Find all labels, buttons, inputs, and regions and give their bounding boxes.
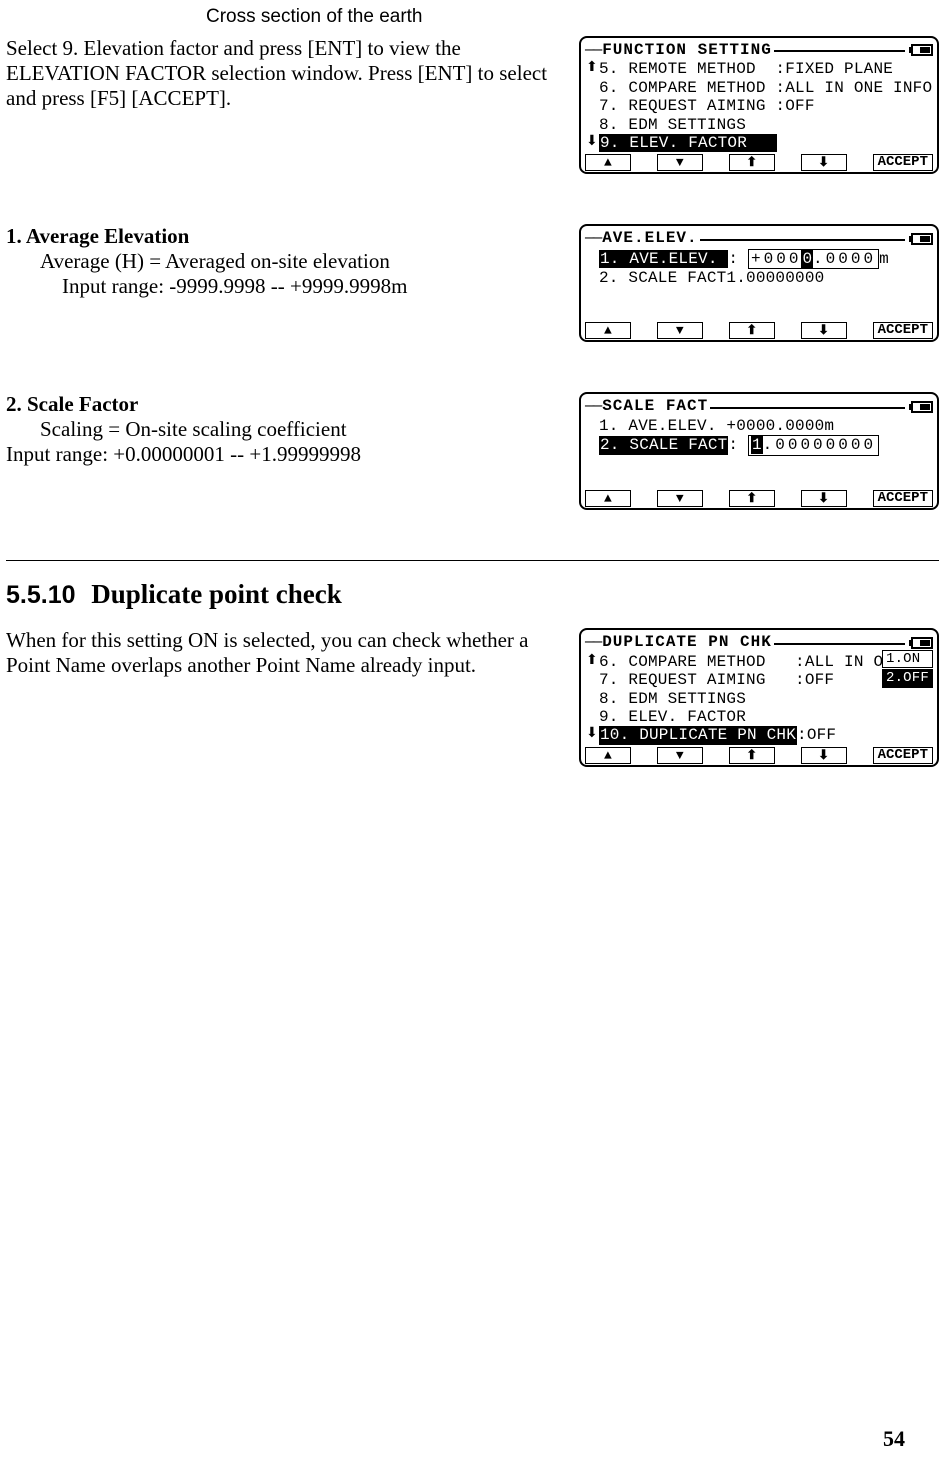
menu-item[interactable]: 6. COMPARE METHOD :ALL IN ONE INFO [585, 79, 933, 97]
accept-button[interactable]: ACCEPT [873, 490, 933, 507]
menu-item[interactable]: 9. ELEV. FACTOR [585, 708, 933, 726]
block-dup-check: When for this setting ON is selected, yo… [6, 628, 939, 766]
lcd2-body: 1. AVE.ELEV. : +0000.0000m2. SCALE FACT1… [585, 249, 933, 307]
accept-button[interactable]: ACCEPT [873, 322, 933, 339]
nav-button[interactable]: ⬇ [801, 747, 847, 764]
block2-line1: Average (H) = Averaged on-site elevation [6, 249, 571, 274]
battery-icon [911, 401, 933, 413]
lcd3-body: 1. AVE.ELEV. +0000.0000m2. SCALE FACT: 1… [585, 417, 933, 475]
battery-icon [911, 44, 933, 56]
block2-line2: Input range: -9999.9998 -- +9999.9998m [6, 274, 571, 299]
block3-heading: 2. Scale Factor [6, 392, 571, 417]
lcd1-buttons: ▲ ▼ ⬆ ⬇ ACCEPT [585, 154, 933, 171]
nav-button[interactable]: ▲ [585, 322, 631, 339]
nav-button[interactable]: ▲ [585, 154, 631, 171]
nav-button[interactable]: ▼ [657, 322, 703, 339]
block-elev-factor: Select 9. Elevation factor and press [EN… [6, 36, 939, 174]
nav-button[interactable]: ▼ [657, 747, 703, 764]
lcd-title: FUNCTION SETTING [602, 41, 772, 59]
nav-button[interactable]: ⬆ [729, 747, 775, 764]
menu-item[interactable]: 1. AVE.ELEV. +0000.0000m [585, 417, 933, 435]
block-scale-factor: 2. Scale Factor Scaling = On-site scalin… [6, 392, 939, 510]
menu-item[interactable]: 6. COMPARE METHOD :ALL IN O [585, 653, 933, 671]
lcd2-buttons: ▲ ▼ ⬆ ⬇ ACCEPT [585, 322, 933, 339]
accept-button[interactable]: ACCEPT [873, 154, 933, 171]
lcd-scale-fact: —— SCALE FACT 1. AVE.ELEV. +0000.0000m2.… [579, 392, 939, 510]
menu-item[interactable]: 5. REMOTE METHOD :FIXED PLANE [585, 60, 933, 78]
section-title: Duplicate point check [91, 579, 342, 609]
page-number: 54 [883, 1426, 905, 1452]
block4-text: When for this setting ON is selected, yo… [6, 628, 579, 678]
nav-button[interactable]: ▼ [657, 154, 703, 171]
block-avg-elev: 1. Average Elevation Average (H) = Avera… [6, 224, 939, 342]
menu-item[interactable]: 8. EDM SETTINGS [585, 690, 933, 708]
block3-line1: Scaling = On-site scaling coefficient [6, 417, 571, 442]
menu-item[interactable]: 7. REQUEST AIMING :OFF [585, 97, 933, 115]
section-number: 5.5.10 [6, 581, 76, 609]
block1-text: Select 9. Elevation factor and press [EN… [6, 36, 579, 111]
lcd-function-setting: —— FUNCTION SETTING ⬆5. REMOTE METHOD :F… [579, 36, 939, 174]
lcd4-body: ⬆6. COMPARE METHOD :ALL IN O7. REQUEST A… [585, 653, 933, 745]
lcd4-buttons: ▲ ▼ ⬆ ⬇ ACCEPT [585, 747, 933, 764]
battery-icon [911, 233, 933, 245]
nav-button[interactable]: ⬆ [729, 490, 775, 507]
menu-item[interactable]: 10. DUPLICATE PN CHK:OFF [585, 726, 933, 744]
menu-item[interactable]: 9. ELEV. FACTOR [585, 134, 933, 152]
lcd-title: SCALE FACT [602, 397, 708, 415]
block3-line2: Input range: +0.00000001 -- +1.99999998 [6, 442, 571, 467]
menu-item[interactable]: 1. AVE.ELEV. : +0000.0000m [585, 249, 933, 269]
lcd1-body: ⬆5. REMOTE METHOD :FIXED PLANE6. COMPARE… [585, 60, 933, 152]
nav-button[interactable]: ⬇ [801, 322, 847, 339]
nav-button[interactable]: ⬆ [729, 154, 775, 171]
lcd-dup-pn-chk: —— DUPLICATE PN CHK 1.ON 2.OFF ⬆6. COMPA… [579, 628, 939, 766]
lcd-ave-elev: —— AVE.ELEV. 1. AVE.ELEV. : +0000.0000m2… [579, 224, 939, 342]
menu-item[interactable]: 2. SCALE FACT: 1.00000000 [585, 435, 933, 455]
nav-button[interactable]: ⬇ [801, 490, 847, 507]
accept-button[interactable]: ACCEPT [873, 747, 933, 764]
section-rule [6, 560, 939, 561]
lcd-title: AVE.ELEV. [602, 229, 697, 247]
battery-icon [911, 637, 933, 649]
nav-button[interactable]: ▲ [585, 747, 631, 764]
block2-heading: 1. Average Elevation [6, 224, 571, 249]
cross-section-label: Cross section of the earth [206, 6, 939, 28]
nav-button[interactable]: ⬇ [801, 154, 847, 171]
nav-button[interactable]: ▼ [657, 490, 703, 507]
menu-item[interactable]: 2. SCALE FACT1.00000000 [585, 269, 933, 287]
menu-item[interactable]: 8. EDM SETTINGS [585, 116, 933, 134]
lcd3-buttons: ▲ ▼ ⬆ ⬇ ACCEPT [585, 490, 933, 507]
nav-button[interactable]: ▲ [585, 490, 631, 507]
menu-item[interactable]: 7. REQUEST AIMING :OFF [585, 671, 933, 689]
lcd-title: DUPLICATE PN CHK [602, 633, 772, 651]
nav-button[interactable]: ⬆ [729, 322, 775, 339]
